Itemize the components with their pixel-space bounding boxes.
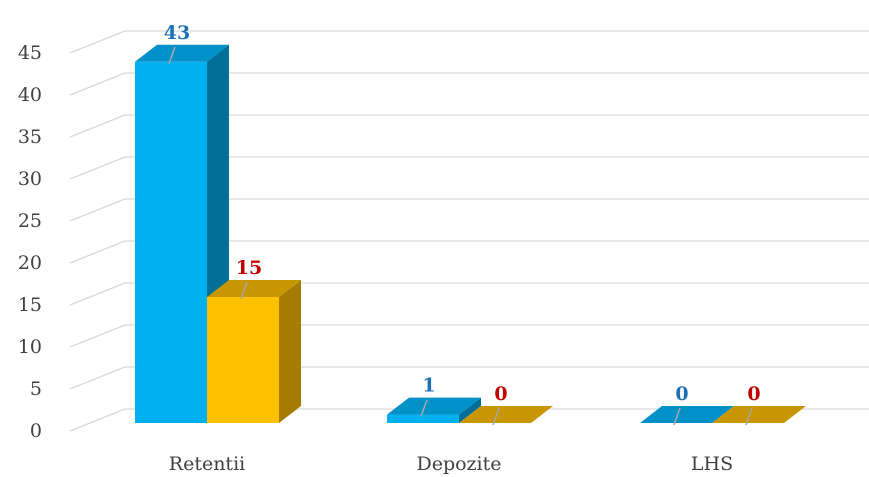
bar [712, 406, 806, 423]
bar-front [387, 414, 459, 423]
data-label-leader [673, 407, 681, 426]
gridline-wall [69, 282, 126, 306]
bar-top [207, 280, 301, 297]
bar-top [640, 406, 734, 423]
data-label-leader [168, 46, 176, 65]
y-tick-label: 40 [18, 84, 42, 106]
bar [387, 397, 481, 423]
gridline-wall [69, 30, 126, 54]
data-label-leader [745, 407, 753, 426]
bar-top [459, 406, 553, 423]
gridline-wall [69, 240, 126, 264]
gridline-wall [69, 324, 126, 348]
bar [207, 280, 301, 423]
y-tick-label: 20 [18, 252, 42, 274]
bar-top [387, 397, 481, 415]
bar-side [279, 280, 301, 423]
bar-top [135, 44, 229, 62]
data-label: 0 [675, 383, 688, 405]
gridline-wall [69, 408, 126, 432]
y-tick-label: 5 [30, 378, 42, 400]
gridline-wall [69, 72, 126, 96]
data-label: 43 [164, 22, 190, 44]
bar [640, 406, 734, 423]
data-label: 15 [236, 257, 262, 279]
data-label-leader [420, 399, 428, 417]
bar-top [712, 406, 806, 423]
y-tick-label: 45 [18, 42, 42, 64]
y-tick-label: 25 [18, 210, 42, 232]
bar-side [459, 397, 481, 423]
category-label: Depozite [416, 453, 501, 475]
bar-front [135, 61, 207, 424]
data-label-leader [492, 407, 500, 426]
gridline-wall [69, 156, 126, 180]
data-labels: 43 15 1 0 0 0 [164, 22, 761, 426]
y-tick-label: 10 [18, 336, 42, 358]
gridline-wall [69, 366, 126, 390]
x-axis-categories: Retentii Depozite LHS [169, 453, 733, 475]
y-tick-label: 35 [18, 126, 42, 148]
y-tick-label: 0 [30, 420, 42, 442]
category-label: Retentii [169, 453, 245, 475]
category-label: LHS [691, 453, 733, 475]
y-axis-ticks: 0 5 10 15 20 25 30 35 40 45 [18, 42, 42, 442]
data-label-leader [240, 281, 248, 300]
y-tick-label: 15 [18, 294, 42, 316]
bars [135, 44, 806, 424]
bar-front [207, 297, 279, 423]
gridline-wall [69, 114, 126, 138]
data-label: 0 [494, 383, 507, 405]
bar [459, 406, 553, 423]
data-label: 0 [747, 383, 760, 405]
data-label: 1 [422, 375, 435, 397]
gridline-wall [69, 198, 126, 222]
y-tick-label: 30 [18, 168, 42, 190]
